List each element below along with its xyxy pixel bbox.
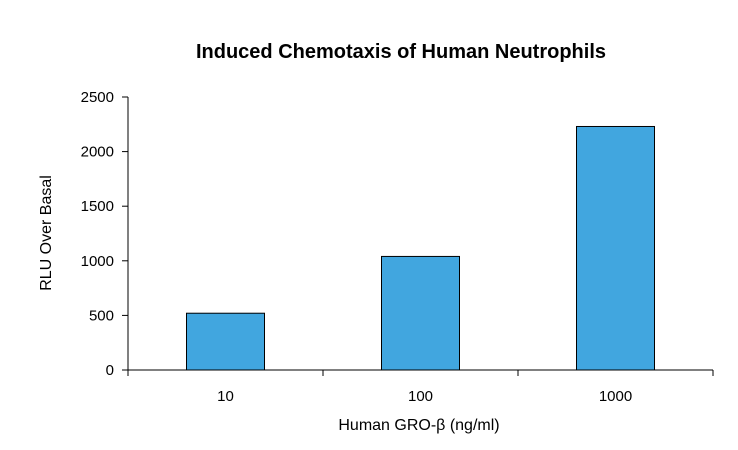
x-tick-label: 100 [408,388,433,405]
bar-1000 [576,125,655,371]
bar-10 [186,312,265,371]
y-tick-label: 1500 [81,198,114,215]
bar-100 [381,255,460,371]
x-tick-label: 10 [217,388,234,405]
x-axis-ticks: 10 100 1000 [127,370,714,405]
y-axis-label: RLU Over Basal [38,175,55,291]
y-tick-label: 2000 [81,144,114,161]
x-axis-label: Human GRO-β (ng/ml) [338,417,499,434]
bars [186,125,655,371]
chart-title: Induced Chemotaxis of Human Neutrophils [196,41,606,63]
y-tick-label: 1000 [81,253,114,270]
y-axis-ticks: 0 500 1000 1500 2000 2500 [81,89,128,379]
x-tick-label: 1000 [599,388,632,405]
y-tick-label: 0 [106,362,114,379]
y-tick-label: 2500 [81,89,114,106]
y-tick-label: 500 [89,307,114,324]
